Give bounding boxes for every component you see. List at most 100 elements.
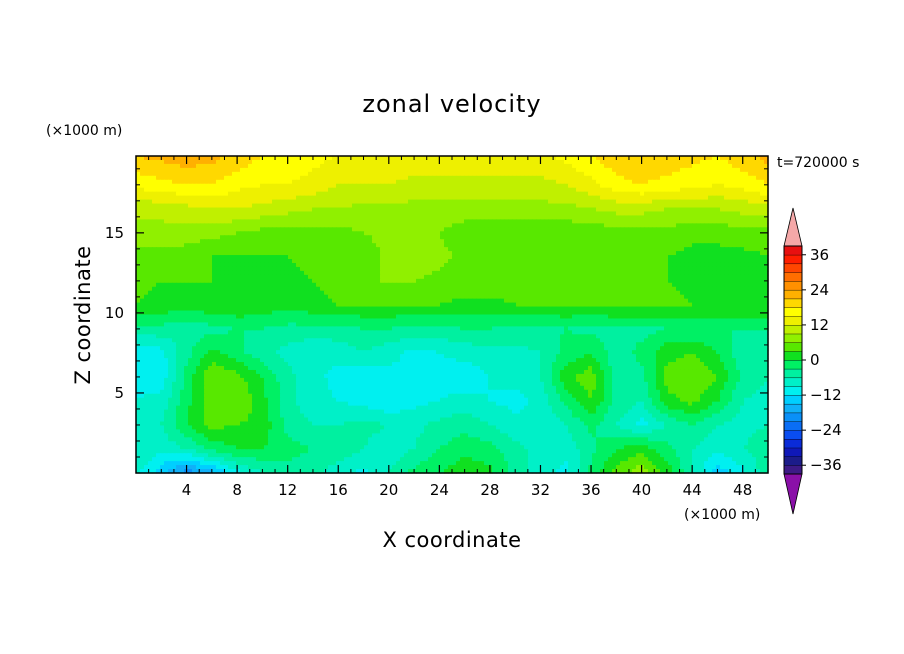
field-cell (644, 219, 649, 224)
field-cell (492, 163, 497, 169)
field-cell (396, 251, 401, 256)
field-cell (152, 167, 157, 173)
field-cell (420, 191, 425, 197)
field-cell (256, 266, 261, 272)
field-cell (176, 191, 181, 197)
field-cell (212, 179, 217, 185)
field-cell (540, 171, 545, 177)
field-cell (624, 215, 629, 220)
field-cell (652, 251, 657, 256)
field-cell (464, 211, 469, 217)
field-cell (388, 223, 393, 228)
field-cell (544, 262, 549, 268)
field-cell (372, 191, 377, 197)
field-cell (688, 199, 693, 205)
field-cell (148, 243, 153, 248)
field-cell (440, 227, 445, 232)
field-cell (696, 187, 701, 193)
field-cell (688, 251, 693, 256)
field-cell (200, 251, 205, 256)
field-cell (600, 211, 605, 217)
field-cell (324, 183, 329, 189)
field-cell (512, 156, 517, 161)
field-cell (548, 163, 553, 169)
field-cell (568, 203, 573, 209)
field-cell (588, 203, 593, 209)
field-cell (700, 243, 705, 248)
field-cell (484, 163, 489, 169)
field-cell (460, 203, 465, 209)
field-cell (660, 259, 665, 264)
field-cell (204, 235, 209, 240)
field-cell (140, 270, 145, 276)
field-cell (348, 159, 353, 165)
field-cell (552, 183, 557, 189)
field-cell (548, 179, 553, 185)
field-cell (432, 278, 437, 284)
field-cell (300, 159, 305, 165)
field-cell (676, 175, 681, 181)
field-cell (500, 270, 505, 276)
field-cell (608, 215, 613, 220)
field-cell (160, 255, 165, 260)
field-cell (736, 171, 741, 177)
field-cell (292, 266, 297, 272)
field-cell (588, 270, 593, 276)
field-cell (168, 243, 173, 248)
field-cell (140, 227, 145, 232)
field-cell (676, 179, 681, 185)
field-cell (452, 239, 457, 244)
field-cell (284, 235, 289, 240)
field-cell (512, 243, 517, 248)
field-cell (228, 156, 233, 161)
field-cell (580, 199, 585, 205)
field-cell (544, 163, 549, 169)
field-cell (556, 191, 561, 197)
field-cell (372, 247, 377, 252)
field-cell (648, 251, 653, 256)
field-cell (648, 207, 653, 213)
field-cell (488, 259, 493, 264)
field-cell (752, 183, 757, 189)
field-cell (172, 211, 177, 217)
field-cell (256, 227, 261, 232)
field-cell (448, 171, 453, 177)
field-cell (344, 171, 349, 177)
field-cell (168, 211, 173, 217)
field-cell (664, 207, 669, 213)
field-cell (496, 175, 501, 181)
field-cell (568, 211, 573, 217)
field-cell (560, 239, 565, 244)
field-cell (404, 227, 409, 232)
field-cell (384, 223, 389, 228)
field-cell (588, 163, 593, 169)
field-cell (484, 227, 489, 232)
field-cell (356, 255, 361, 260)
field-cell (432, 207, 437, 213)
field-cell (624, 191, 629, 197)
field-cell (580, 175, 585, 181)
field-cell (440, 278, 445, 284)
field-cell (384, 187, 389, 193)
field-cell (456, 274, 461, 280)
field-cell (240, 239, 245, 244)
field-cell (308, 223, 313, 228)
field-cell (588, 247, 593, 252)
field-cell (224, 167, 229, 173)
field-cell (500, 239, 505, 244)
field-cell (632, 163, 637, 169)
field-cell (660, 231, 665, 236)
field-cell (176, 211, 181, 217)
field-cell (444, 259, 449, 264)
field-cell (148, 179, 153, 185)
field-cell (580, 215, 585, 220)
field-cell (164, 207, 169, 213)
field-cell (592, 251, 597, 256)
field-cell (256, 167, 261, 173)
field-cell (756, 231, 761, 236)
field-cell (508, 179, 513, 185)
field-cell (656, 259, 661, 264)
field-cell (396, 231, 401, 236)
field-cell (696, 270, 701, 276)
field-cell (140, 231, 145, 236)
